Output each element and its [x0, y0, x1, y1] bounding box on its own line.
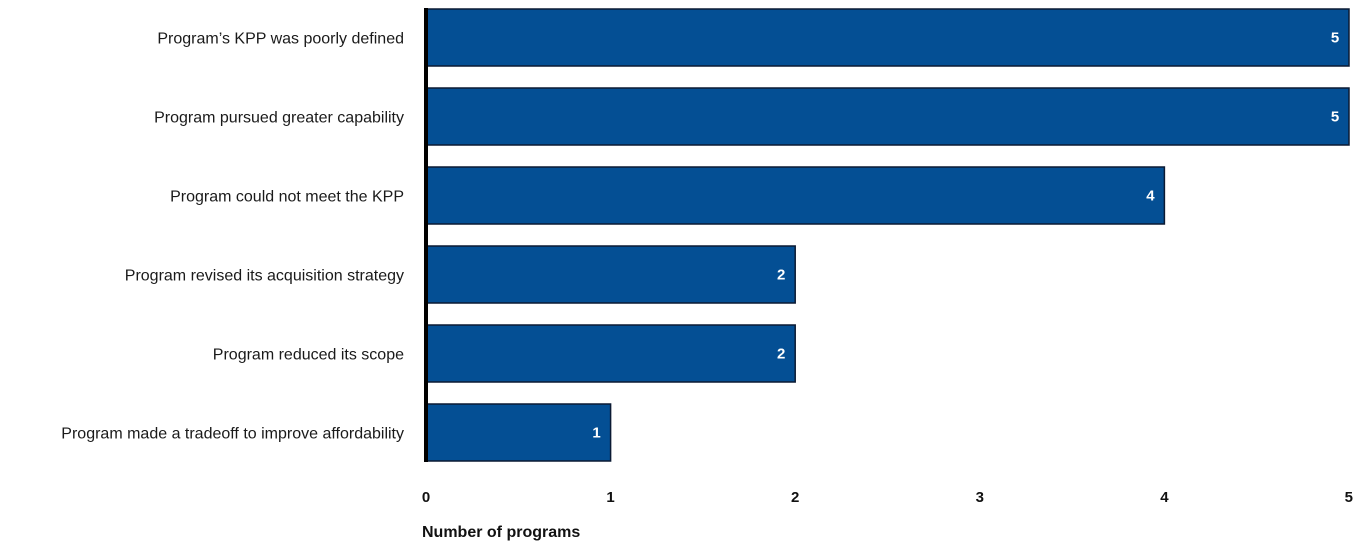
- bar-program-s-kpp-was-poorly-defined: [425, 8, 1350, 67]
- bar-value-label: 1: [592, 425, 600, 442]
- category-label: Program could not meet the KPP: [170, 189, 404, 206]
- category-label: Program reduced its scope: [213, 347, 404, 364]
- bars-layer: 5 5 4 2 2 1: [425, 8, 1350, 462]
- bar-value-label: 2: [777, 346, 785, 363]
- x-axis-title: Number of programs: [422, 524, 580, 541]
- category-label: Program made a tradeoff to improve affor…: [61, 426, 404, 443]
- category-label: Program’s KPP was poorly defined: [157, 31, 404, 48]
- bar-value-label: 4: [1146, 188, 1155, 205]
- bar-program-reduced-its-scope: [425, 324, 796, 383]
- x-tick-label: 0: [422, 489, 430, 506]
- x-tick-label: 3: [976, 489, 984, 506]
- category-labels-layer: Program’s KPP was poorly defined Program …: [61, 31, 404, 443]
- bar-value-label: 2: [777, 267, 785, 284]
- bar-program-pursued-greater-capability: [425, 87, 1350, 146]
- category-label: Program revised its acquisition strategy: [125, 268, 404, 285]
- bar-program-could-not-meet-the-kpp: [425, 166, 1166, 225]
- x-tick-label: 2: [791, 489, 799, 506]
- bar-value-label: 5: [1331, 109, 1339, 126]
- x-tick-label: 4: [1160, 489, 1169, 506]
- category-label: Program pursued greater capability: [154, 110, 404, 127]
- bar-program-revised-its-acquisition-strategy: [425, 245, 796, 304]
- x-tick-label: 5: [1345, 489, 1353, 506]
- bar-value-label: 5: [1331, 30, 1339, 47]
- x-tick-labels-layer: 0 1 2 3 4 5: [422, 489, 1353, 506]
- x-tick-label: 1: [606, 489, 614, 506]
- bar-program-made-a-tradeoff-to-improve-affordability: [425, 403, 612, 462]
